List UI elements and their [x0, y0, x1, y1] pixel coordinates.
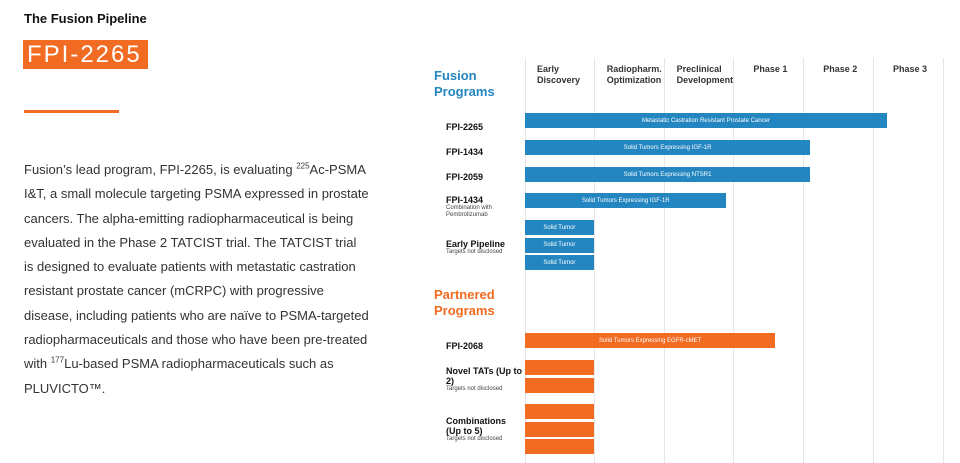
pipeline-bar: Metastatic Castration Resistant Prostate… — [525, 113, 887, 128]
program-title-badge: FPI-2265 — [23, 40, 148, 69]
pipeline-bar — [525, 439, 594, 454]
row-name: FPI-2059 — [446, 172, 484, 182]
row-sub-label: Targets not disclosed — [446, 249, 503, 255]
section-title-line: Fusion — [434, 68, 477, 83]
eyebrow-heading: The Fusion Pipeline — [24, 11, 147, 26]
stage-header: Early Discovery — [537, 64, 581, 85]
bar-label: Solid Tumors Expressing IGF-1R — [581, 197, 670, 204]
pipeline-bar — [525, 377, 594, 393]
row-sub-label: Targets not disclosed — [446, 436, 503, 442]
pipeline-bar: Solid Tumor — [525, 255, 594, 270]
row-name: FPI-2068 — [446, 341, 484, 351]
superscript-225: 225 — [296, 161, 310, 171]
grid-line — [733, 58, 735, 463]
bar-label: Solid Tumors Expressing NTSR1 — [623, 171, 712, 178]
accent-rule — [24, 110, 119, 113]
section-title-line: Partnered — [434, 287, 495, 302]
pipeline-bar — [525, 360, 594, 375]
section-title-line: Programs — [434, 303, 495, 318]
grid-line — [803, 58, 805, 463]
row-label: Combinations (Up to 5) Targets not disclo… — [446, 416, 522, 443]
section-title-line: Programs — [434, 84, 495, 99]
superscript-177: 177 — [50, 356, 65, 366]
pipeline-bar: Solid Tumors Expressing IGF-1R — [525, 140, 811, 155]
pipeline-bar: Solid Tumor — [525, 237, 594, 253]
row-label: FPI-2265 — [446, 122, 522, 132]
section-title: Fusion Programs — [434, 68, 495, 100]
row-label: Novel TATs (Up to 2) Targets not disclose… — [446, 366, 522, 393]
description-text-3: Lu-based PSMA radiopharmaceuticals such … — [24, 356, 334, 396]
bar-label: Metastatic Castration Resistant Prostate… — [641, 117, 770, 124]
stage-header: Phase 1 — [753, 64, 788, 74]
grid-line — [873, 58, 874, 463]
bar-label: Solid Tumor — [543, 224, 576, 231]
row-name: FPI-1434 — [446, 195, 484, 205]
bar-label: Solid Tumors Expressing IGF-1R — [623, 144, 712, 151]
program-description: Fusion’s lead program, FPI-2265, is eval… — [24, 158, 369, 401]
row-label: FPI-1434 Combination with Pembrolizumab — [446, 195, 522, 219]
row-name: Novel TATs (Up to 2) — [446, 366, 522, 386]
row-name: FPI-1434 — [446, 147, 484, 157]
pipeline-bar — [525, 421, 594, 437]
grid-line — [942, 58, 944, 463]
row-label: FPI-2059 — [446, 172, 522, 182]
bar-label: Solid Tumor — [543, 242, 576, 248]
grid-line — [593, 58, 595, 463]
pipeline-bar — [525, 404, 594, 419]
row-sub-label: Targets not disclosed — [446, 386, 503, 392]
bar-label: Solid Tumor — [543, 259, 576, 266]
stage-header: Radiopharm. Optimization — [606, 64, 662, 85]
pipeline-bar: Solid Tumors Expressing IGF-1R — [525, 193, 727, 208]
row-name: Combinations (Up to 5) — [446, 416, 506, 436]
bar-label: Solid Tumors Expressing EGFR-cMET — [598, 337, 702, 344]
grid-line — [663, 58, 665, 463]
stage-header: Preclinical Development — [676, 64, 734, 85]
row-sub-label: Combination with Pembrolizumab — [446, 205, 493, 218]
section-title: Partnered Programs — [434, 287, 495, 319]
row-label: Early Pipeline Targets not disclosed — [446, 239, 522, 256]
stage-header: Phase 2 — [823, 64, 858, 74]
row-name: Early Pipeline — [446, 239, 506, 249]
pipeline-bar: Solid Tumors Expressing EGFR-cMET — [525, 333, 776, 348]
description-text-2: Ac-PSMA I&T, a small molecule targeting … — [24, 162, 369, 372]
pipeline-bar: Solid Tumor — [525, 220, 594, 235]
description-text-1: Fusion’s lead program, FPI-2265, is eval… — [24, 162, 297, 177]
stage-header: Phase 3 — [893, 64, 928, 74]
pipeline-bar: Solid Tumors Expressing NTSR1 — [525, 167, 811, 182]
row-label: FPI-1434 — [446, 147, 522, 157]
row-label: FPI-2068 — [446, 341, 522, 351]
row-name: FPI-2265 — [446, 122, 484, 132]
